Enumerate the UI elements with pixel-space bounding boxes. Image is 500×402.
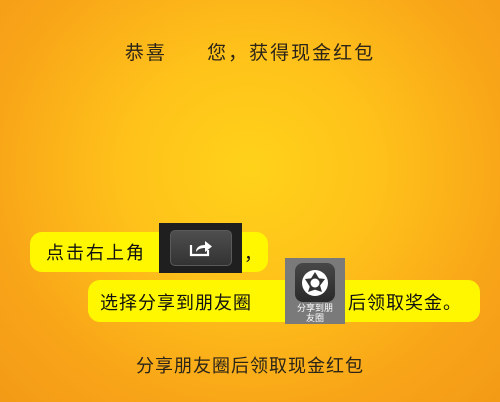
footer-text: 分享朋友圈后领取现金红包 [136, 356, 364, 377]
step2-banner: 选择分享到朋友圈 后领取奖金。 [88, 280, 480, 322]
moments-button-illustration: 分享到朋友圈 [285, 258, 345, 324]
page-title: 恭喜 您，获得现金红包 [124, 42, 376, 64]
step1-text: 点击右上角 [46, 243, 146, 264]
step2-text-after: 后领取奖金。 [348, 293, 462, 314]
share-button-illustration [159, 223, 242, 273]
moments-aperture-icon [295, 263, 335, 302]
step2-text-before: 选择分享到朋友圈 [100, 293, 252, 314]
step1-comma: ， [244, 244, 262, 265]
share-icon [169, 230, 232, 266]
moments-icon-label: 分享到朋友圈 [296, 304, 333, 324]
